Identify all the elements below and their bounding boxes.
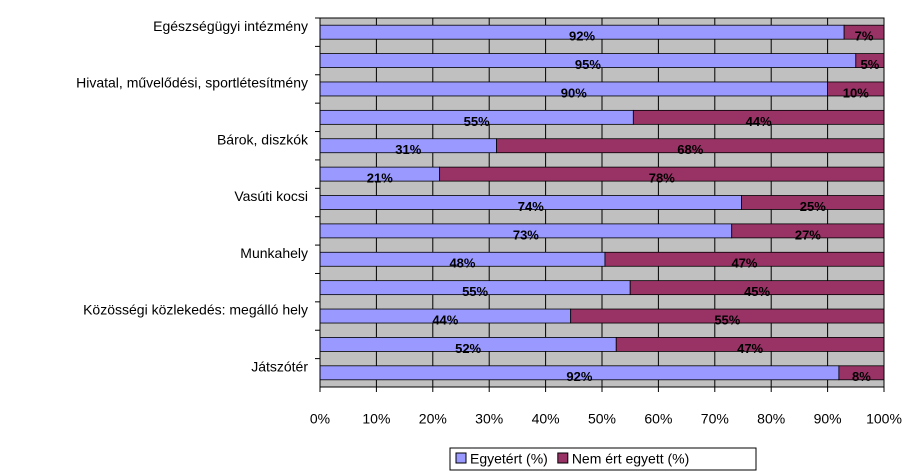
x-tick-label: 70% (701, 411, 729, 427)
data-label: 68% (677, 142, 703, 157)
x-tick-label: 100% (866, 411, 902, 427)
y-tick-label: Bárok, diszkók (217, 131, 309, 147)
legend-swatch (557, 452, 569, 464)
y-tick-label: Hivatal, művelődési, sportlétesítmény (76, 75, 308, 91)
legend-box (449, 447, 757, 471)
x-tick-label: 20% (419, 411, 447, 427)
x-tick-label: 40% (532, 411, 560, 427)
legend-label: Nem ért egyett (%) (572, 451, 689, 467)
data-label: 27% (795, 227, 821, 242)
y-tick-label: Munkahely (240, 245, 308, 261)
data-label: 8% (852, 369, 871, 384)
y-tick-label: Vasúti kocsi (234, 188, 308, 204)
data-label: 74% (518, 199, 544, 214)
data-label: 92% (569, 29, 595, 44)
data-label: 44% (432, 312, 458, 327)
x-tick-label: 50% (588, 411, 616, 427)
data-label: 10% (843, 85, 869, 100)
x-tick-label: 0% (310, 411, 330, 427)
data-label: 78% (649, 171, 675, 186)
data-label: 52% (455, 341, 481, 356)
data-label: 25% (800, 199, 826, 214)
data-label: 55% (464, 114, 490, 129)
data-label: 55% (462, 284, 488, 299)
data-label: 92% (566, 369, 592, 384)
data-label: 21% (367, 171, 393, 186)
legend-swatch (455, 452, 467, 464)
x-tick-label: 30% (475, 411, 503, 427)
data-label: 47% (737, 341, 763, 356)
data-label: 7% (855, 29, 874, 44)
data-label: 73% (513, 227, 539, 242)
x-tick-label: 60% (644, 411, 672, 427)
data-label: 47% (731, 256, 757, 271)
x-tick-label: 10% (362, 411, 390, 427)
x-tick-label: 80% (757, 411, 785, 427)
data-label: 48% (449, 256, 475, 271)
data-label: 5% (861, 57, 880, 72)
data-label: 45% (744, 284, 770, 299)
legend-label: Egyetért (%) (470, 451, 548, 467)
data-label: 95% (575, 57, 601, 72)
data-label: 31% (395, 142, 421, 157)
y-tick-label: Játszótér (251, 359, 308, 375)
data-label: 90% (561, 85, 587, 100)
x-tick-label: 90% (814, 411, 842, 427)
y-tick-label: Egészségügyi intézmény (153, 18, 308, 34)
data-label: 55% (714, 312, 740, 327)
data-label: 44% (746, 114, 772, 129)
plot-frame (319, 17, 885, 388)
y-tick-label: Közösségi közlekedés: megálló hely (83, 302, 308, 318)
